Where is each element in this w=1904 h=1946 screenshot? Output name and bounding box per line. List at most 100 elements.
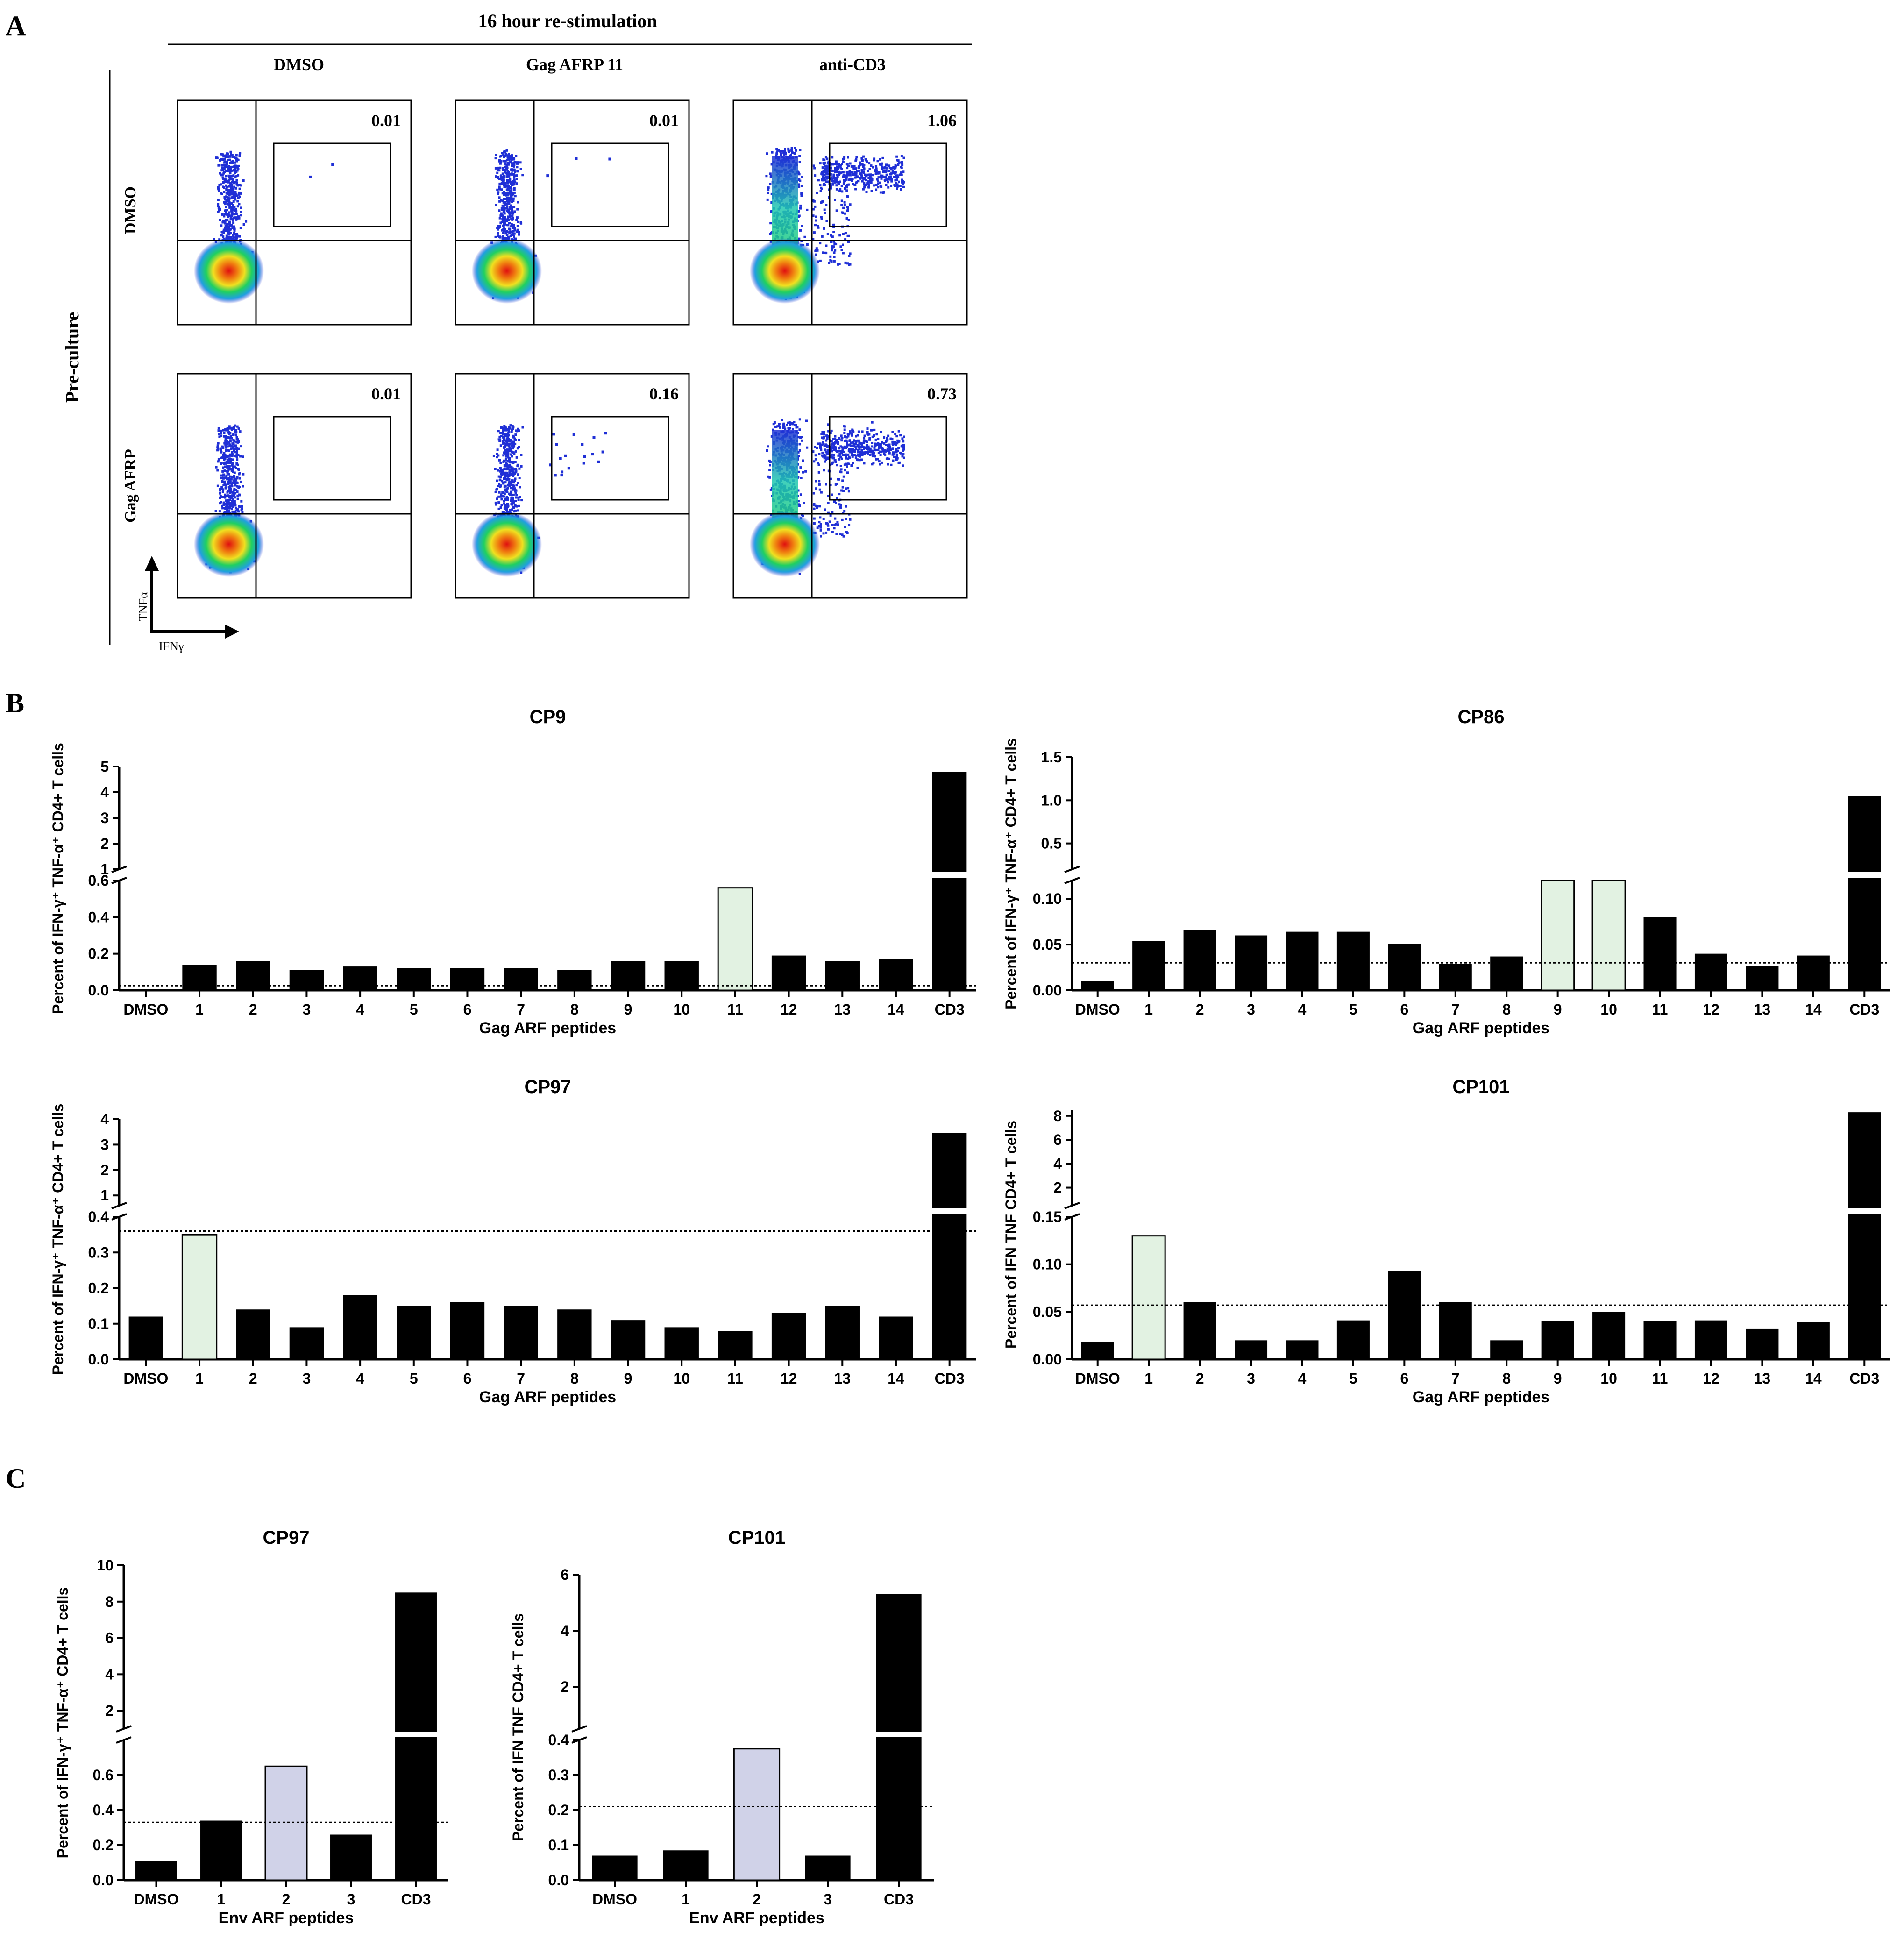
flow-col-label-gag-afrp-11: Gag AFRP 11 <box>526 55 623 74</box>
y-tick-label: 0.3 <box>548 1767 569 1783</box>
flow-row-label-dmso: DMSO <box>122 186 139 234</box>
y-tick-label: 3 <box>100 1136 109 1153</box>
y-tick-label: 8 <box>1053 1108 1062 1124</box>
y-tick-label: 0.10 <box>1033 890 1062 907</box>
x-tick-label: 4 <box>1298 1370 1307 1387</box>
flow-gate-value: 1.06 <box>927 111 957 130</box>
y-tick-label: 8 <box>105 1593 114 1610</box>
bar <box>557 1309 592 1359</box>
y-tick-label: 0.4 <box>548 1732 569 1748</box>
x-tick-label: 4 <box>356 1001 364 1018</box>
bar <box>1541 1321 1574 1359</box>
x-tick-label: 9 <box>624 1370 632 1387</box>
tnf-axis-arrowhead <box>145 556 159 571</box>
x-tick-label: 9 <box>624 1001 632 1018</box>
x-tick-label: 7 <box>517 1001 525 1018</box>
x-tick-label: 2 <box>1196 1370 1204 1387</box>
bar-chart-c-cp97: CP97 Percent of IFN-γ⁺ TNF-α⁺ CD4+ T cell… <box>54 1527 448 1927</box>
bar <box>932 772 967 990</box>
y-tick-label: 0.4 <box>88 909 109 925</box>
flow-col-label-anti-cd3: anti-CD3 <box>819 55 886 74</box>
y-tick-label: 0.1 <box>88 1315 109 1332</box>
bar-break-gap <box>875 1732 923 1737</box>
y-axis-label: Percent of IFN-γ⁺ TNF-α⁺ CD4+ T cells <box>50 743 66 1014</box>
y-tick-label: 1 <box>100 861 109 878</box>
y-tick-label: 0.00 <box>1033 1351 1062 1368</box>
bar <box>771 1313 806 1359</box>
x-tick-label: 3 <box>347 1891 355 1908</box>
flow-gate-value: 0.01 <box>371 384 401 403</box>
chart-title: CP101 <box>728 1527 785 1548</box>
x-tick-label: 1 <box>1144 1370 1153 1387</box>
flow-density-hotspot <box>472 511 542 577</box>
x-tick-label: 2 <box>249 1001 257 1018</box>
x-tick-label: 11 <box>727 1370 743 1387</box>
flow-density-hotspot <box>472 238 542 304</box>
x-tick-label: CD3 <box>935 1001 965 1018</box>
axis-break-mark <box>116 1725 132 1733</box>
x-tick-label: 3 <box>303 1001 311 1018</box>
x-tick-label: 14 <box>1805 1370 1822 1387</box>
y-tick-label: 0.10 <box>1033 1256 1062 1273</box>
x-axis-label: Gag ARF peptides <box>479 1388 616 1406</box>
x-tick-label: 1 <box>195 1001 204 1018</box>
bar <box>397 968 431 990</box>
y-tick-label: 6 <box>561 1566 569 1583</box>
tnf-axis-label: TNFα <box>136 592 150 621</box>
bar <box>397 1306 431 1359</box>
bar <box>1746 1328 1779 1359</box>
bar <box>663 1850 709 1880</box>
flow-plot-grid: 0.01 0.01 1.06 0.01 0.16 0.73 <box>177 99 968 599</box>
bar <box>504 1306 538 1359</box>
x-tick-label: 6 <box>463 1370 472 1387</box>
bar <box>450 968 485 990</box>
bar <box>932 1133 967 1359</box>
bar-break-gap <box>1847 1208 1882 1214</box>
x-tick-label: DMSO <box>592 1891 637 1908</box>
bar <box>504 968 538 990</box>
bar <box>1848 1112 1881 1359</box>
x-tick-label: 10 <box>673 1001 690 1018</box>
x-tick-label: 13 <box>834 1001 851 1018</box>
panel-label-c: C <box>6 1463 26 1494</box>
bar <box>1336 1320 1370 1359</box>
bar <box>289 970 324 990</box>
bar-charts: CP9 Percent of IFN-γ⁺ TNF-α⁺ CD4+ T cells… <box>50 707 1890 1927</box>
bar <box>1286 931 1319 990</box>
chart-title: CP97 <box>263 1527 309 1548</box>
flow-density-hotspot <box>750 238 820 304</box>
axis-break-mark <box>1064 866 1080 873</box>
flow-gate <box>829 142 947 227</box>
bar-break-gap <box>931 1208 968 1214</box>
x-tick-label: 10 <box>1600 1001 1617 1018</box>
axis-break-mark <box>111 1202 127 1209</box>
bar <box>611 1320 646 1359</box>
flow-gate-value: 0.16 <box>649 384 679 403</box>
x-tick-label: 10 <box>673 1370 690 1387</box>
flow-gate <box>273 416 391 501</box>
x-tick-label: 4 <box>1298 1001 1307 1018</box>
y-tick-label: 0.2 <box>88 1280 109 1297</box>
bar <box>664 1327 699 1359</box>
x-tick-label: 2 <box>249 1370 257 1387</box>
bar <box>1439 1302 1472 1359</box>
flow-header: 16 hour re-stimulation <box>478 10 657 31</box>
flow-row-group-label: Pre-culture <box>62 312 83 403</box>
axis-break-mark <box>571 1725 587 1733</box>
y-tick-label: 0.05 <box>1033 936 1062 953</box>
x-tick-label: 3 <box>1247 1370 1255 1387</box>
y-tick-label: 0.0 <box>93 1872 114 1889</box>
y-tick-label: 4 <box>1053 1155 1062 1172</box>
y-tick-label: 0.2 <box>548 1802 569 1818</box>
bar <box>1592 1312 1626 1359</box>
bar <box>592 1855 638 1880</box>
bar <box>1439 964 1472 990</box>
y-axis-label: Percent of IFN-γ⁺ TNF-α⁺ CD4+ T cells <box>50 1104 66 1375</box>
bar <box>181 1234 218 1360</box>
flow-gate-value: 0.73 <box>927 384 957 403</box>
flow-plot: 0.16 <box>455 373 690 599</box>
y-axis-label: Percent of IFN TNF CD4+ T cells <box>510 1613 526 1841</box>
x-tick-label: DMSO <box>123 1001 168 1018</box>
flow-gate <box>551 142 669 227</box>
x-tick-label: CD3 <box>1849 1370 1879 1387</box>
